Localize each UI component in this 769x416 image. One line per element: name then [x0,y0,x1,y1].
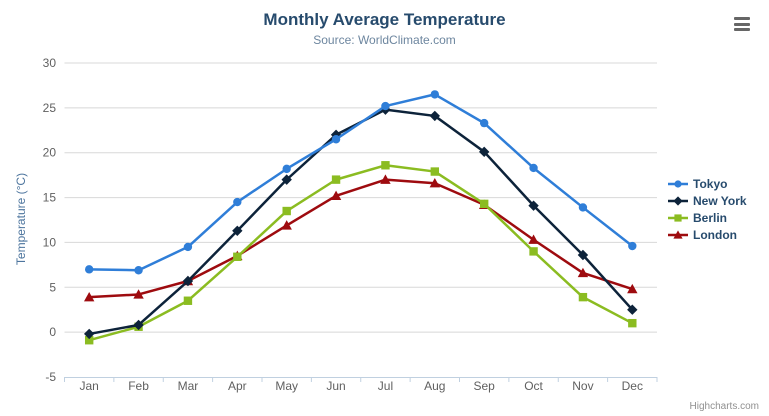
export-menu-button[interactable] [734,17,750,31]
legend: Tokyo New York Berlin London [668,177,747,242]
data-point-new-york-feb[interactable] [133,319,144,331]
data-point-berlin-dec[interactable] [628,318,637,328]
series-tokyo [84,90,637,275]
series-london-line [87,178,634,299]
data-point-tokyo-dec[interactable] [628,241,637,251]
data-point-new-york-aug[interactable] [429,110,441,122]
data-point-berlin-aug[interactable] [430,167,440,176]
data-point-london-feb[interactable] [133,289,144,299]
x-axis-label-jul: Jul [378,379,393,393]
hamburger-icon [734,22,750,26]
square-marker-icon[interactable] [674,214,682,222]
data-point-tokyo-nov[interactable] [578,203,588,212]
y-axis-label: -5 [45,370,56,384]
data-point-new-york-may[interactable] [281,174,292,185]
data-point-berlin-may[interactable] [282,206,291,216]
series-london [83,174,638,302]
data-point-berlin-jun[interactable] [331,175,341,184]
y-axis-label: 10 [43,235,57,249]
data-point-tokyo-jul[interactable] [381,101,390,111]
circle-marker-icon [668,180,688,188]
x-axis-label-oct: Oct [524,379,543,393]
x-axis-label-apr: Apr [228,379,247,393]
series-tokyo-line [87,93,634,272]
legend-item-london[interactable]: London [668,228,747,242]
x-axis-label-jan: Jan [80,379,99,393]
y-axis-label: 30 [43,56,57,70]
legend-label: London [693,228,737,242]
chart-title: Monthly Average Temperature [263,10,506,29]
data-point-berlin-jan[interactable] [84,336,94,345]
data-point-tokyo-may[interactable] [282,164,291,174]
legend-label: New York [693,194,747,208]
data-point-tokyo-aug[interactable] [430,90,440,99]
data-point-berlin-apr[interactable] [233,252,242,261]
data-point-tokyo-jun[interactable] [331,135,341,144]
data-point-berlin-nov[interactable] [578,292,588,302]
x-axis-label-jun: Jun [326,379,345,393]
series-new-york-line [87,108,634,336]
data-point-berlin-jul[interactable] [381,161,390,170]
legend-label: Tokyo [693,177,728,191]
y-axis-title: Temperature (°C) [14,172,28,266]
data-point-berlin-oct[interactable] [529,247,538,256]
data-point-new-york-mar[interactable] [182,275,194,287]
data-point-new-york-dec[interactable] [627,304,638,315]
credits-link[interactable]: Highcharts.com [689,401,759,412]
series-new-york [83,104,638,340]
data-point-london-may[interactable] [281,220,292,230]
x-axis-label-mar: Mar [178,379,199,393]
hamburger-icon [734,28,750,31]
data-point-london-jul[interactable] [380,174,391,184]
x-axis-label-nov: Nov [572,379,593,393]
data-point-tokyo-oct[interactable] [529,163,538,173]
data-point-new-york-nov[interactable] [577,249,589,261]
series-berlin [84,161,637,345]
data-point-tokyo-jan[interactable] [84,265,94,274]
data-point-london-jan[interactable] [83,291,95,302]
data-point-tokyo-feb[interactable] [134,266,143,275]
y-axis-label: 25 [43,101,57,115]
data-point-tokyo-sep[interactable] [479,118,489,128]
x-axis-label-aug: Aug [424,379,445,393]
diamond-marker-icon [668,196,688,206]
legend-item-tokyo[interactable]: Tokyo [668,177,747,191]
x-axis-label-may: May [275,379,298,393]
series-berlin-line [87,164,634,342]
chart-subtitle: Source: WorldClimate.com [313,33,456,47]
data-point-new-york-apr[interactable] [232,225,243,236]
triangle-marker-icon [668,230,688,239]
legend-label: Berlin [693,211,728,225]
x-axis-label-dec: Dec [622,379,643,393]
legend-item-new-york[interactable]: New York [668,194,747,208]
square-marker-icon [668,214,688,222]
y-axis-label: 5 [49,280,56,294]
data-point-new-york-jan[interactable] [83,328,95,340]
y-axis-label: 20 [43,146,57,160]
diamond-marker-icon[interactable] [673,196,683,206]
data-point-new-york-sep[interactable] [478,146,490,158]
y-axis-label: 15 [43,191,57,205]
x-axis-label-sep: Sep [474,379,496,393]
data-point-tokyo-apr[interactable] [233,197,242,207]
data-point-london-oct[interactable] [528,234,539,244]
y-axis-label: 0 [49,325,56,339]
circle-marker-icon[interactable] [674,180,682,188]
data-point-berlin-sep[interactable] [479,199,489,209]
data-point-london-nov[interactable] [577,267,589,278]
x-axis-label-feb: Feb [128,379,149,393]
legend-item-berlin[interactable]: Berlin [668,211,747,225]
data-point-tokyo-mar[interactable] [183,242,193,252]
data-point-london-aug[interactable] [429,178,441,188]
data-point-london-jun[interactable] [330,190,342,200]
data-point-new-york-oct[interactable] [528,200,539,211]
data-point-berlin-mar[interactable] [183,296,193,305]
data-point-london-dec[interactable] [627,283,638,294]
hamburger-icon [734,17,750,20]
triangle-marker-icon[interactable] [673,230,683,239]
